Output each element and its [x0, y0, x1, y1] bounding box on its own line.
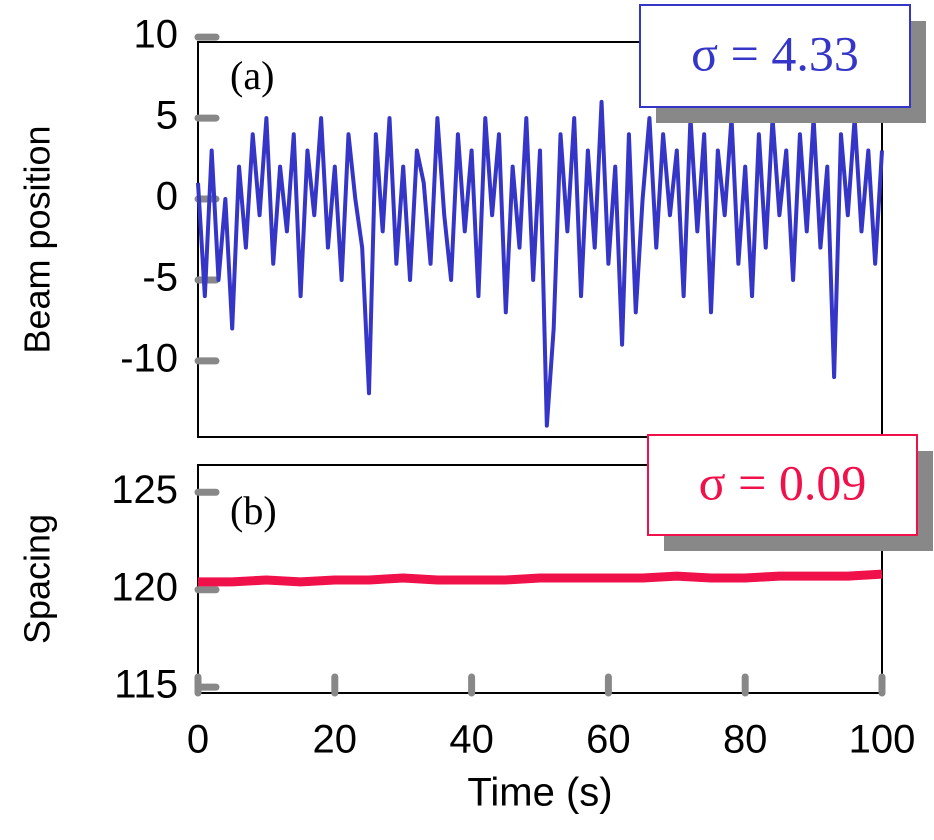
panel-label: (b) [230, 488, 277, 533]
x-tick-label: 60 [586, 718, 631, 762]
data-line [196, 99, 884, 428]
y-tick-label: 10 [134, 13, 179, 57]
x-tick-label: 20 [313, 718, 358, 762]
annotation: σ = 0.09 [699, 454, 867, 510]
y-axis-label: Spacing [17, 514, 58, 644]
y-tick-label: -5 [142, 256, 178, 300]
data-line [198, 569, 883, 587]
y-tick-label: 115 [114, 663, 178, 707]
y-tick-label: 120 [111, 565, 178, 609]
y-tick-label: 5 [156, 94, 178, 138]
annotation-box [647, 434, 918, 536]
y-tick-label: -10 [120, 336, 178, 380]
x-tick-label: 0 [187, 718, 209, 762]
x-tick-label: 40 [449, 718, 494, 762]
plot-frame [197, 41, 883, 438]
y-tick-label: 0 [156, 175, 178, 219]
x-tick-label: 80 [723, 718, 768, 762]
panel-label: (a) [230, 53, 274, 98]
x-tick-label: 100 [849, 718, 916, 762]
y-axis-label: Beam position [17, 125, 58, 353]
annotation: σ = 4.33 [691, 25, 859, 81]
y-tick-label: 125 [111, 468, 178, 512]
x-axis-label: Time (s) [467, 771, 612, 815]
annotation-box [639, 4, 911, 108]
